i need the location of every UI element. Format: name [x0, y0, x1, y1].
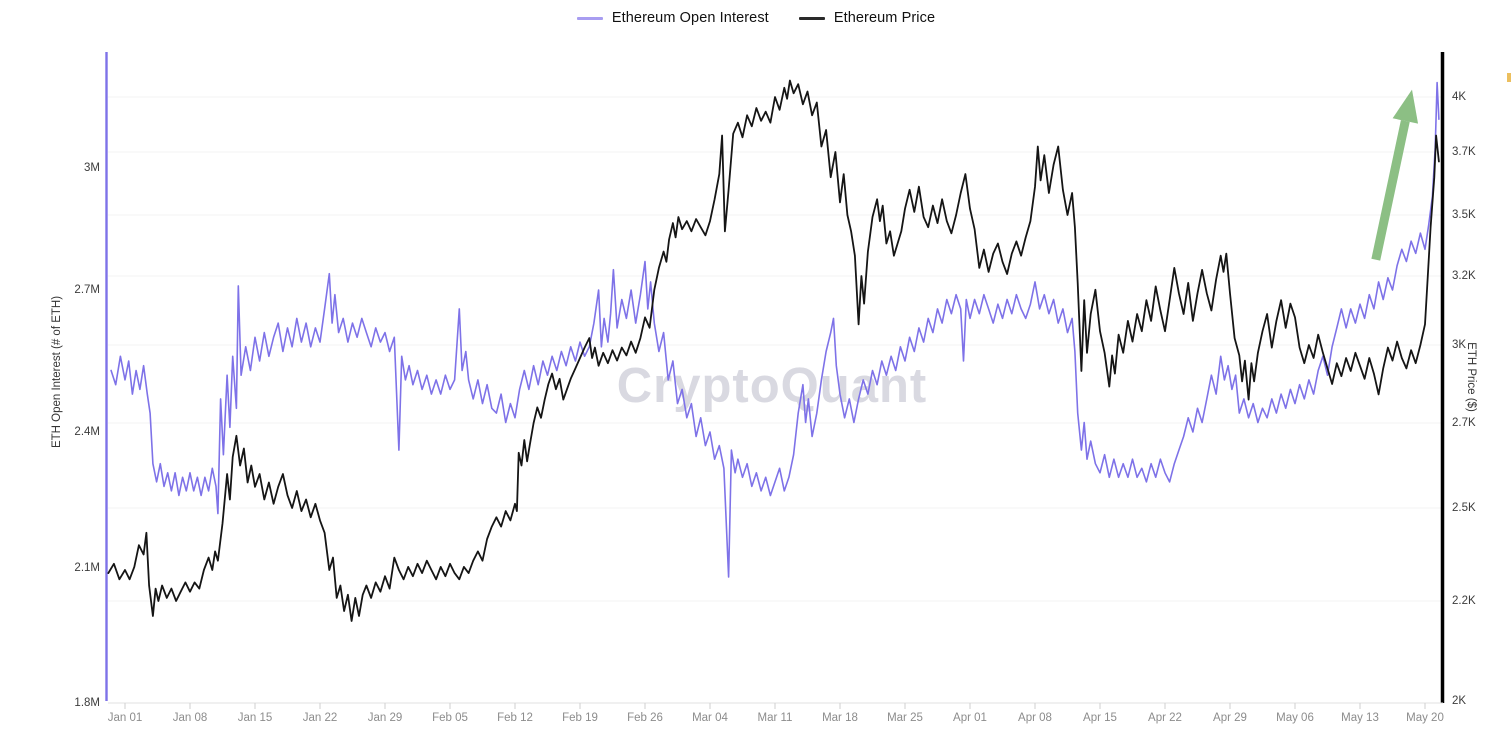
x-axis-tick-label: Mar 04: [692, 712, 728, 724]
x-axis-tick-label: Feb 19: [562, 712, 598, 724]
left-axis-tick-label: 2.7M: [74, 283, 100, 296]
x-axis-tick-label: Apr 22: [1148, 712, 1182, 724]
x-axis-tick-label: Jan 29: [367, 712, 403, 724]
x-axis-tick-label: May 06: [1276, 712, 1314, 724]
legend-label-price: Ethereum Price: [833, 10, 936, 26]
x-axis-tick-label: Apr 29: [1213, 712, 1247, 724]
price-series-line: [107, 79, 1440, 622]
legend-label-open-interest: Ethereum Open Interest: [611, 10, 769, 26]
legend-item-price[interactable]: Ethereum Price: [798, 10, 936, 26]
open-interest-line-swatch-icon: [576, 16, 603, 20]
right-axis-tick-label: 2.5K: [1452, 501, 1476, 514]
right-axis-tick-label: 2K: [1452, 694, 1467, 707]
cryptoquant-watermark: CryptoQuant: [616, 359, 928, 413]
right-axis-tick-label: 3K: [1452, 338, 1467, 351]
x-axis-tick-label: Jan 01: [107, 712, 143, 724]
x-axis-tick-label: Apr 08: [1018, 712, 1052, 724]
left-axis-tick-labels: 3M 2.7M 2.4M 2.1M 1.8M: [0, 0, 100, 740]
left-axis-tick-label: 1.8M: [74, 696, 100, 709]
x-axis-tick-label: Feb 05: [432, 712, 468, 724]
right-axis-tick-label: 2.2K: [1452, 594, 1476, 607]
x-axis-tick-label: Jan 15: [237, 712, 273, 724]
right-axis-tick-label: 4K: [1452, 90, 1467, 103]
x-axis-tick-label: Mar 25: [887, 712, 923, 724]
x-axis-tick-label: Jan 08: [172, 712, 208, 724]
x-axis-tick-label: May 13: [1341, 712, 1379, 724]
x-axis-tick-label: May 20: [1406, 712, 1444, 724]
x-axis-tick-label: Feb 26: [627, 712, 663, 724]
right-axis-tick-label: 3.5K: [1452, 208, 1476, 221]
trend-arrow-shaft: [1371, 120, 1410, 261]
trend-arrow-head-icon: [1392, 89, 1419, 124]
open-interest-series-line: [110, 81, 1440, 578]
right-axis-tick-label: 3.2K: [1452, 269, 1476, 282]
left-axis-tick-label: 2.1M: [74, 561, 100, 574]
left-axis-tick-label: 3M: [84, 161, 100, 174]
x-axis-tick-label: Jan 22: [302, 712, 338, 724]
x-axis-tick-label: Mar 11: [757, 712, 793, 724]
x-axis-tick-label: Apr 15: [1083, 712, 1117, 724]
left-axis-tick-label: 2.4M: [74, 425, 100, 438]
x-axis-tick-label: Feb 12: [497, 712, 533, 724]
x-axis-tick-label: Apr 01: [953, 712, 987, 724]
right-axis-tick-label: 2.7K: [1452, 416, 1476, 429]
price-line-swatch-icon: [798, 16, 825, 20]
legend-item-open-interest[interactable]: Ethereum Open Interest: [576, 10, 769, 26]
legend: Ethereum Open Interest Ethereum Price: [0, 10, 1512, 26]
edge-artifact-marker: [1507, 73, 1511, 82]
right-axis-tick-labels: 4K 3.7K 3.5K 3.2K 3K 2.7K 2.5K 2.2K 2K: [1452, 0, 1512, 740]
x-axis-tick-label: Mar 18: [822, 712, 858, 724]
right-axis-tick-label: 3.7K: [1452, 145, 1476, 158]
